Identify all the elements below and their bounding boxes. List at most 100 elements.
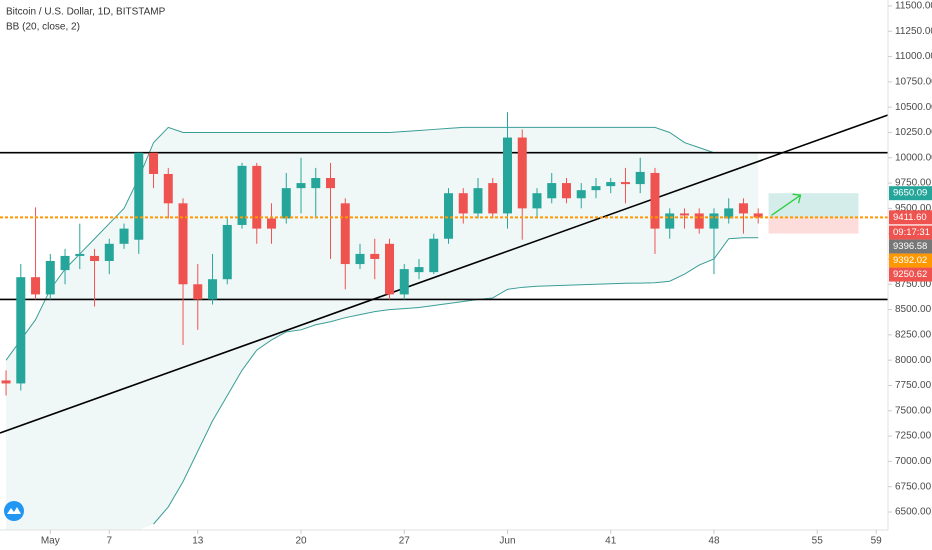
y-tick-label: 10750.00 xyxy=(895,77,932,88)
candle-body xyxy=(193,284,203,300)
y-tick-label: 10250.00 xyxy=(895,127,932,138)
candle-body xyxy=(443,193,453,239)
position-arrow-head xyxy=(792,193,802,204)
y-tick-label: 8750.00 xyxy=(895,279,932,290)
position-arrow xyxy=(771,194,801,216)
candle-body xyxy=(45,261,55,295)
candle-body xyxy=(591,186,601,191)
y-tick-label: 9750.00 xyxy=(895,178,932,189)
x-tick-label: 27 xyxy=(399,536,411,547)
x-tick-label: May xyxy=(41,536,60,547)
candle-body xyxy=(488,183,498,214)
candle-body xyxy=(724,208,734,219)
trend-line xyxy=(0,114,889,434)
candle-body xyxy=(149,152,159,174)
candle-body xyxy=(679,213,689,216)
y-tick-label: 7000.00 xyxy=(895,456,932,467)
y-tick-label: 11250.00 xyxy=(895,26,932,37)
price-label-box xyxy=(889,225,932,240)
candle-body xyxy=(370,253,380,259)
logo xyxy=(4,501,24,521)
candle-body xyxy=(532,193,542,209)
bb-upper xyxy=(5,126,759,361)
candle-body xyxy=(473,188,483,214)
price-label: 9650.09 xyxy=(893,188,927,199)
candle-body xyxy=(385,243,395,295)
candle-body xyxy=(237,165,247,225)
candle-body xyxy=(694,213,704,229)
y-tick-label: 6500.00 xyxy=(895,507,932,518)
candle-body xyxy=(1,380,11,384)
candle-body xyxy=(90,255,100,262)
price-label: 9411.60 xyxy=(893,212,927,223)
candle-body xyxy=(606,182,616,187)
candle-body xyxy=(399,269,409,295)
y-tick-label: 11500.00 xyxy=(895,1,932,12)
candle-body xyxy=(650,172,660,229)
price-label: 9396.58 xyxy=(893,241,927,252)
candle-body xyxy=(576,190,586,199)
y-tick-label: 8500.00 xyxy=(895,304,932,315)
y-tick-label: 10000.00 xyxy=(895,152,932,163)
candle-body xyxy=(340,203,350,265)
x-tick-label: 48 xyxy=(708,536,720,547)
candle-body xyxy=(222,224,232,280)
candle-body xyxy=(208,279,218,300)
position-target xyxy=(768,193,859,218)
candle-body xyxy=(104,243,114,262)
candle-body xyxy=(163,173,173,204)
position-stop xyxy=(768,217,859,234)
y-tick-label: 8000.00 xyxy=(895,355,932,366)
candle-body xyxy=(753,213,763,218)
candle-body xyxy=(31,277,41,295)
x-tick-label: Jun xyxy=(499,536,515,547)
candle-body xyxy=(311,178,321,189)
x-tick-label: 20 xyxy=(295,536,307,547)
y-tick-label: 9500.00 xyxy=(895,203,932,214)
indicator-label: BB (20, close, 2) xyxy=(6,22,80,33)
candle-body xyxy=(665,213,675,229)
x-tick-label: 7 xyxy=(107,536,113,547)
candle-body xyxy=(429,238,439,273)
candle-body xyxy=(134,152,144,240)
x-tick-label: 59 xyxy=(871,536,883,547)
price-label: 09:17:31 xyxy=(893,227,930,238)
chart-title: Bitcoin / U.S. Dollar, 1D, BITSTAMP xyxy=(6,7,166,18)
candle-body xyxy=(296,183,306,189)
candle-body xyxy=(547,183,557,199)
candle-body xyxy=(561,183,571,199)
candle-body xyxy=(738,203,748,214)
candle-body xyxy=(517,137,527,209)
candle-body xyxy=(60,255,70,271)
candle-body xyxy=(16,277,26,384)
y-tick-label: 8250.00 xyxy=(895,330,932,341)
candle-body xyxy=(620,182,630,185)
price-label-box xyxy=(889,253,932,268)
x-tick-label: 55 xyxy=(812,536,824,547)
price-label: 9392.02 xyxy=(893,255,927,266)
candle-body xyxy=(709,213,719,229)
y-tick-label: 11000.00 xyxy=(895,51,932,62)
candle-body xyxy=(178,203,188,285)
price-label: 9250.62 xyxy=(893,269,927,280)
y-tick-label: 7750.00 xyxy=(895,380,932,391)
y-tick-label: 10500.00 xyxy=(895,102,932,113)
y-tick-label: 7250.00 xyxy=(895,431,932,442)
price-label-box xyxy=(889,210,932,225)
y-tick-label: 6750.00 xyxy=(895,481,932,492)
candle-body xyxy=(414,267,424,273)
x-tick-label: 41 xyxy=(605,536,617,547)
candle-body xyxy=(458,193,468,214)
candle-body xyxy=(281,188,291,219)
candle-body xyxy=(119,228,129,244)
price-label-box xyxy=(889,267,932,282)
x-tick-label: 13 xyxy=(192,536,204,547)
y-tick-label: 7500.00 xyxy=(895,405,932,416)
candle-body xyxy=(326,178,336,189)
candle-body xyxy=(502,137,512,214)
bb-lower xyxy=(153,237,759,525)
candle-body xyxy=(267,218,277,229)
candle-body xyxy=(252,165,262,229)
